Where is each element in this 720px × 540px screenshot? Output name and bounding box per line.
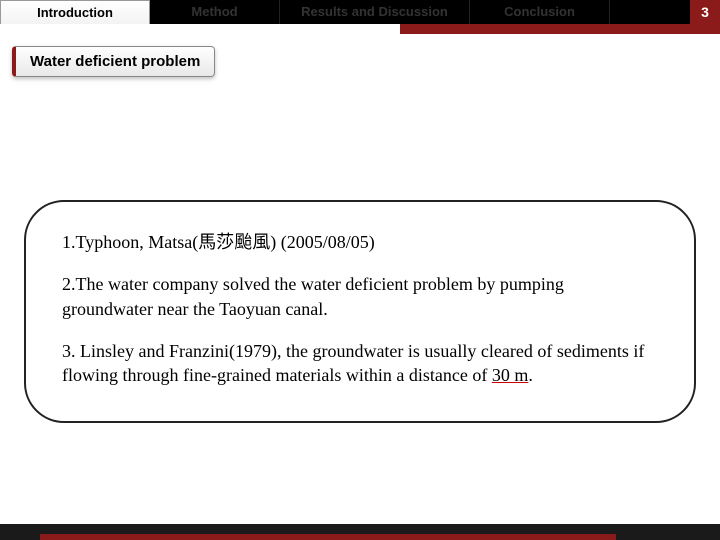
point-3-prefix: 3. Linsley and Franzini(1979), the groun… bbox=[62, 341, 644, 385]
page-number: 3 bbox=[690, 0, 720, 24]
accent-bar-top bbox=[400, 24, 720, 34]
content-bubble: 1.Typhoon, Matsa(馬莎颱風) (2005/08/05) 2.Th… bbox=[24, 200, 696, 423]
point-3-suffix: . bbox=[528, 365, 533, 385]
point-2: 2.The water company solved the water def… bbox=[62, 272, 658, 321]
tab-conclusion[interactable]: Conclusion bbox=[470, 0, 610, 24]
footer-red-bar bbox=[40, 534, 616, 540]
section-title: Water deficient problem bbox=[12, 46, 215, 77]
footer-bars bbox=[0, 524, 720, 540]
nav-tabs: Introduction Method Results and Discussi… bbox=[0, 0, 720, 24]
tab-introduction[interactable]: Introduction bbox=[0, 0, 150, 24]
point-3-highlight: 30 m bbox=[492, 365, 529, 385]
tab-method[interactable]: Method bbox=[150, 0, 280, 24]
point-1: 1.Typhoon, Matsa(馬莎颱風) (2005/08/05) bbox=[62, 230, 658, 254]
point-1-text: 1.Typhoon, Matsa(馬莎颱風) bbox=[62, 232, 281, 252]
point-1-date: (2005/08/05) bbox=[281, 232, 375, 252]
nav-spacer bbox=[610, 0, 690, 24]
point-3: 3. Linsley and Franzini(1979), the groun… bbox=[62, 339, 658, 388]
tab-results[interactable]: Results and Discussion bbox=[280, 0, 470, 24]
